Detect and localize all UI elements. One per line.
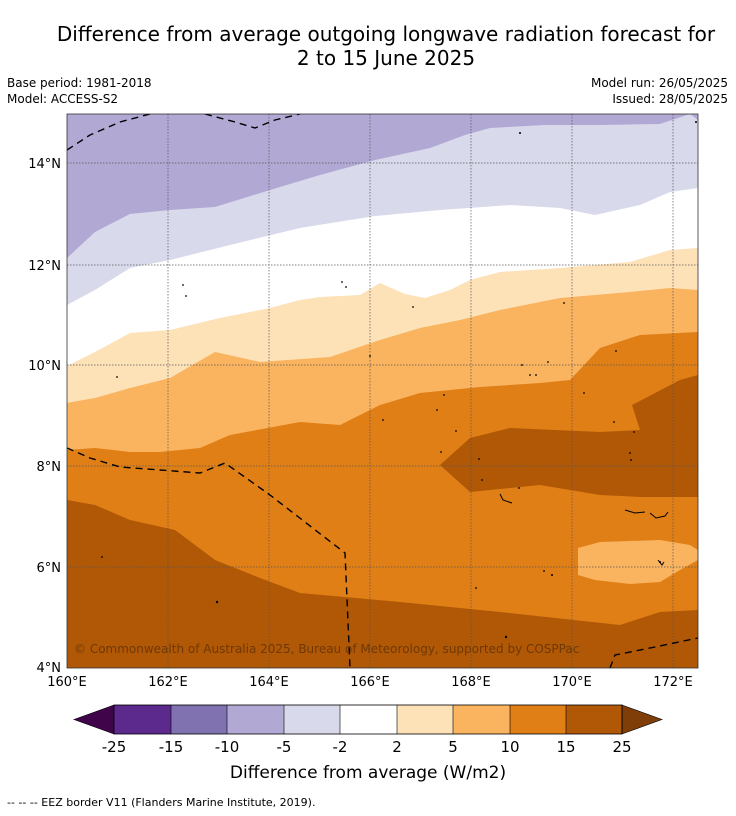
colorbar-swatch xyxy=(397,705,453,734)
island-outlines xyxy=(499,493,669,566)
anomaly-band-n10-n5 xyxy=(67,114,698,258)
lon-tick-label: 170°E xyxy=(552,675,592,690)
colorbar-frame xyxy=(113,704,623,735)
lon-tick-label: 172°E xyxy=(653,675,693,690)
map-frame xyxy=(66,113,699,669)
lon-tick-label: 162°E xyxy=(148,675,188,690)
colorbar-labels: -25 -15 -10 -5 -2 2 5 10 15 25 xyxy=(102,738,632,756)
lat-tick-label: 8°N xyxy=(37,460,62,475)
colorbar-tick-label: -15 xyxy=(159,738,184,756)
colorbar-tick-label: 2 xyxy=(392,738,402,756)
eez-border xyxy=(67,114,698,668)
colorbar-tick-label: 10 xyxy=(500,738,519,756)
colorbar-swatch xyxy=(340,705,397,734)
copyright-note: © Commonwealth of Australia 2025, Bureau… xyxy=(74,642,579,656)
lon-tick-label: 160°E xyxy=(47,675,87,690)
lat-tick-label: 12°N xyxy=(28,259,61,274)
anomaly-band-5-10-pocket xyxy=(578,540,698,584)
colorbar-tick-label: -5 xyxy=(277,738,292,756)
issued-label: Issued: 28/05/2025 xyxy=(612,92,728,106)
colorbar-tick-label: -10 xyxy=(215,738,240,756)
lon-axis: 160°E 162°E 164°E 166°E 168°E 170°E 172°… xyxy=(47,675,693,690)
islands xyxy=(101,121,697,639)
colorbar: -25 -15 -10 -5 -2 2 5 10 15 25 Differenc… xyxy=(73,704,663,783)
colorbar-swatch xyxy=(114,705,171,734)
graticule xyxy=(67,114,698,668)
colorbar-tick-label: -25 xyxy=(102,738,127,756)
colorbar-low-extension xyxy=(73,704,115,735)
anomaly-band-15-25-core xyxy=(440,375,698,497)
colorbar-tick-label: -2 xyxy=(333,738,348,756)
colorbar-tick-label: 5 xyxy=(448,738,458,756)
lat-axis: 4°N 6°N 8°N 10°N 12°N 14°N xyxy=(28,157,61,676)
colorbar-dividers xyxy=(170,705,567,734)
lat-tick-label: 10°N xyxy=(28,359,61,374)
colorbar-tick-label: 25 xyxy=(612,738,631,756)
base-period-label: Base period: 1981-2018 xyxy=(7,76,152,90)
colorbar-swatch xyxy=(453,705,510,734)
lat-tick-label: 4°N xyxy=(37,661,62,676)
lon-tick-label: 166°E xyxy=(350,675,390,690)
colorbar-swatch xyxy=(510,705,566,734)
lat-tick-label: 14°N xyxy=(28,157,61,172)
colorbar-tick-label: 15 xyxy=(556,738,575,756)
colorbar-swatch xyxy=(227,705,284,734)
eez-legend-note: -- -- -- EEZ border V11 (Flanders Marine… xyxy=(7,796,316,809)
colorbar-swatch xyxy=(284,705,340,734)
model-label: Model: ACCESS-S2 xyxy=(7,92,119,106)
lon-tick-label: 164°E xyxy=(249,675,289,690)
colorbar-swatch xyxy=(171,705,227,734)
chart-title: Difference from average outgoing longwav… xyxy=(0,22,736,70)
meta-right: Model run: 26/05/2025 Issued: 28/05/2025 xyxy=(591,75,728,107)
map-plot-area: © Commonwealth of Australia 2025, Bureau… xyxy=(67,114,698,668)
model-run-label: Model run: 26/05/2025 xyxy=(590,76,728,90)
colorbar-swatch xyxy=(566,705,622,734)
colorbar-title: Difference from average (W/m2) xyxy=(230,763,506,783)
title-line-2: 2 to 15 June 2025 xyxy=(296,46,476,70)
meta-left: Base period: 1981-2018 Model: ACCESS-S2 xyxy=(7,75,152,107)
lat-tick-label: 6°N xyxy=(37,561,62,576)
title-line-1: Difference from average outgoing longwav… xyxy=(56,22,716,46)
colorbar-high-extension xyxy=(621,704,663,735)
lon-tick-label: 168°E xyxy=(451,675,491,690)
